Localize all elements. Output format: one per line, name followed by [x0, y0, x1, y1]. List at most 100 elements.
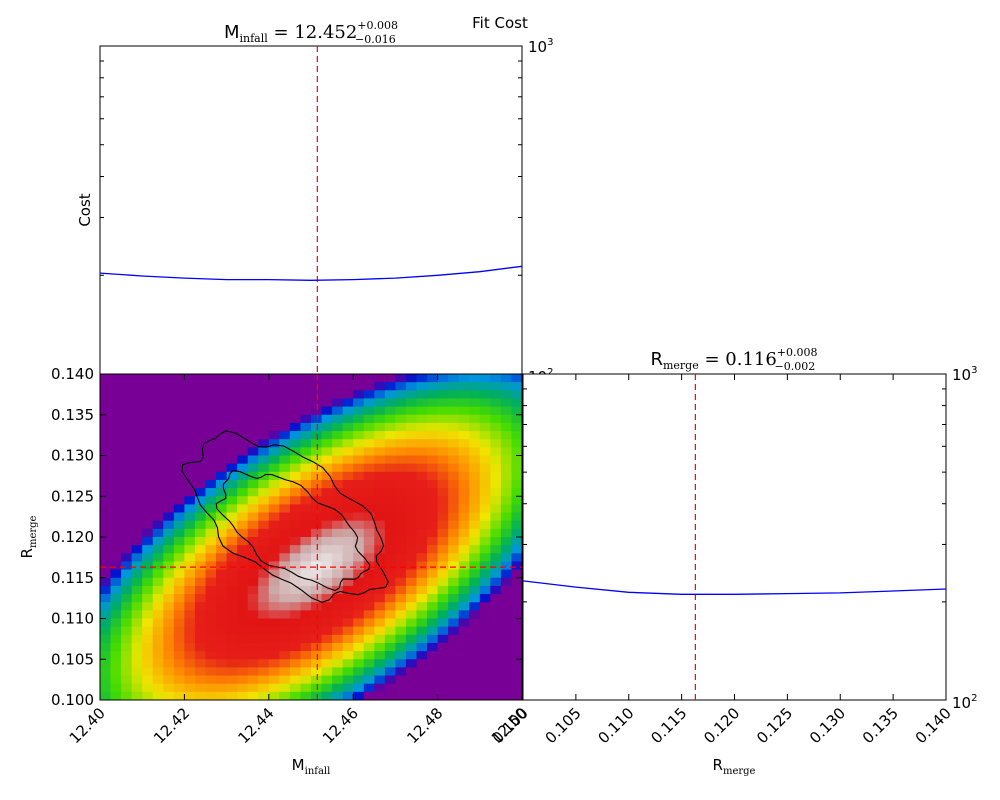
heatmap-cell	[363, 667, 375, 677]
heatmap-cell	[142, 545, 154, 554]
heatmap-cell	[374, 610, 386, 620]
heatmap-cell	[332, 414, 344, 424]
heatmap-cell	[458, 602, 470, 611]
heatmap-cell	[427, 398, 439, 408]
heatmap-cell	[342, 471, 354, 481]
heatmap-cell	[511, 488, 522, 497]
heatmap-cell	[100, 414, 112, 424]
heatmap-cell	[226, 683, 238, 693]
heatmap-cell	[374, 488, 386, 497]
heatmap-cell	[205, 374, 217, 383]
heatmap-cell	[216, 642, 228, 652]
heatmap-cell	[100, 422, 112, 432]
heatmap-cell	[374, 618, 386, 628]
heatmap-cell	[353, 414, 365, 424]
heatmap-cell	[469, 488, 481, 497]
heatmap-cell	[289, 431, 302, 440]
heatmap-cell	[205, 585, 217, 595]
heatmap-cell	[458, 512, 470, 522]
heatmap-cell	[173, 374, 185, 383]
heatmap-cell	[311, 634, 323, 644]
heatmap-cell	[184, 504, 196, 514]
heatmap-cell	[216, 691, 228, 700]
heatmap-cell	[479, 488, 491, 497]
heatmap-cell	[152, 659, 164, 668]
heatmap-cell	[247, 651, 259, 660]
heatmap-cell	[405, 651, 418, 660]
heatmap-cell	[395, 374, 407, 383]
heatmap-cell	[226, 382, 238, 391]
heatmap-cell	[469, 602, 481, 611]
heatmap-cell	[121, 634, 133, 644]
heatmap-cell	[437, 447, 449, 457]
heatmap-cell	[511, 455, 522, 465]
heatmap-cell	[152, 602, 164, 611]
heatmap-cell	[300, 659, 312, 668]
heatmap-cell	[374, 528, 386, 538]
heatmap-cell	[427, 561, 439, 571]
heatmap-cell	[490, 626, 502, 636]
heatmap-cell	[374, 422, 386, 432]
heatmap-cell	[405, 594, 418, 603]
heatmap-cell	[448, 398, 460, 408]
marginal-r-merge-yticks	[523, 373, 946, 701]
heatmap-cell	[279, 545, 291, 554]
heatmap-cell	[321, 479, 333, 489]
heatmap-cell	[268, 504, 280, 514]
heatmap-cell	[448, 528, 460, 538]
heatmap-cell	[184, 439, 196, 448]
heatmap-cell	[100, 594, 112, 603]
heatmap-cell	[363, 618, 375, 628]
heatmap-cell	[437, 651, 449, 660]
heatmap-cell	[142, 651, 154, 660]
heatmap-cell	[321, 594, 333, 603]
marginal-r-merge-cost-curve	[522, 580, 947, 595]
x-tick-label: 0.105	[542, 704, 585, 747]
heatmap-cell	[479, 455, 491, 465]
heatmap-cell	[342, 569, 354, 579]
heatmap-cell	[163, 398, 175, 408]
heatmap-cell	[121, 447, 133, 457]
heatmap-cell	[226, 610, 238, 620]
heatmap-cell	[416, 602, 428, 611]
heatmap-cell	[194, 642, 207, 652]
heatmap-cell	[131, 553, 143, 563]
heatmap-cell	[479, 463, 491, 473]
heatmap-cell	[237, 479, 249, 489]
heatmap-cell	[237, 675, 249, 685]
heatmap-cell	[247, 431, 259, 440]
heatmap-cell	[448, 479, 460, 489]
heatmap-cell	[237, 406, 249, 416]
heatmap-cell	[511, 651, 522, 660]
x-tick-label: 0.125	[753, 704, 796, 747]
heatmap-cell	[374, 390, 386, 400]
heatmap-cell	[427, 553, 439, 563]
heatmap-cell	[500, 422, 513, 432]
heatmap-cell	[279, 626, 291, 636]
heatmap-cell	[216, 422, 228, 432]
heatmap-cell	[110, 520, 122, 530]
heatmap-cell	[110, 626, 122, 636]
heatmap-cell	[100, 691, 112, 700]
heatmap-cell	[247, 512, 259, 522]
heatmap-cell	[268, 488, 280, 497]
heatmap-cell	[279, 594, 291, 603]
heatmap-cell	[490, 667, 502, 677]
heatmap-cell	[268, 431, 280, 440]
heatmap-cell	[100, 675, 112, 685]
heatmap-cell	[131, 398, 143, 408]
heatmap-cell	[384, 471, 396, 481]
heatmap-cell	[311, 390, 323, 400]
heatmap-cell	[268, 675, 280, 685]
heatmap-cell	[184, 626, 196, 636]
heatmap-cell	[279, 610, 291, 620]
heatmap-cell	[490, 602, 502, 611]
heatmap-cell	[173, 479, 185, 489]
heatmap-cell	[131, 675, 143, 685]
heatmap-cell	[216, 659, 228, 668]
heatmap-cell	[258, 626, 270, 636]
heatmap-cell	[142, 537, 154, 546]
heatmap-cell	[332, 691, 344, 700]
heatmap-cell	[342, 528, 354, 538]
heatmap-cell	[500, 496, 513, 505]
